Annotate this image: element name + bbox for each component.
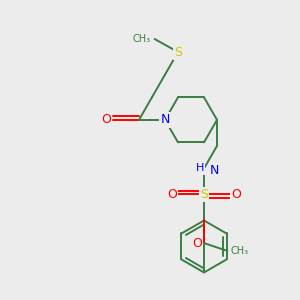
Text: O: O <box>231 188 241 201</box>
Text: N: N <box>160 113 170 126</box>
Text: O: O <box>192 237 202 250</box>
Text: O: O <box>101 113 111 126</box>
Text: S: S <box>200 188 208 201</box>
Text: CH₃: CH₃ <box>133 34 151 44</box>
Text: N: N <box>210 164 219 177</box>
Text: CH₃: CH₃ <box>230 246 248 256</box>
Text: H: H <box>196 164 204 173</box>
Text: S: S <box>174 46 182 59</box>
Text: O: O <box>167 188 177 201</box>
